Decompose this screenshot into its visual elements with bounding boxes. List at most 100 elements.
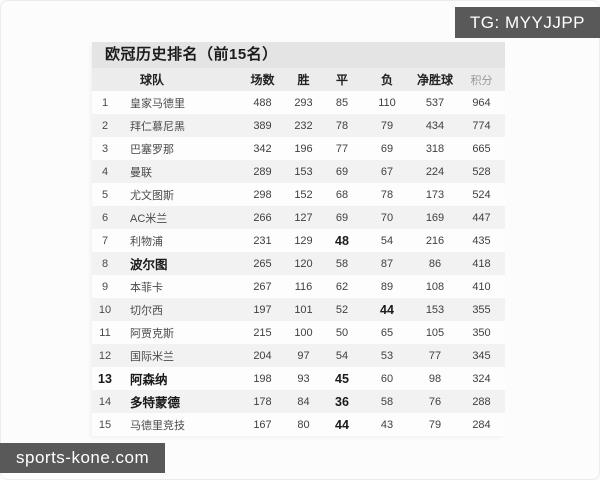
- rank-cell: 3: [101, 142, 109, 155]
- table-row: 2 拜仁慕尼黑 389 232 78 79 434 774: [92, 114, 505, 137]
- gd-cell: 224: [425, 165, 445, 178]
- rank-cell: 14: [98, 395, 112, 408]
- draw-cell: 77: [335, 142, 349, 155]
- pts-cell: 410: [472, 280, 491, 293]
- rank-cell: 12: [98, 349, 112, 362]
- rank-cell: 1: [101, 96, 109, 109]
- played-cell: 178: [253, 395, 272, 408]
- team-cell: 多特蒙德: [130, 396, 181, 410]
- win-cell: 80: [297, 418, 310, 431]
- draw-cell: 52: [335, 303, 349, 316]
- gd-cell: 216: [425, 234, 445, 247]
- win-cell: 120: [294, 257, 313, 270]
- draw-cell: 54: [335, 349, 349, 362]
- table-row: 12 国际米兰 204 97 54 53 77 345: [92, 344, 505, 367]
- pts-cell: 665: [472, 142, 491, 155]
- loss-cell: 70: [380, 211, 394, 224]
- played-cell: 215: [253, 326, 272, 339]
- rank-cell: 5: [101, 188, 109, 201]
- loss-cell: 65: [380, 326, 394, 339]
- pts-cell: 964: [472, 96, 491, 109]
- table-title: 欧冠历史排名（前15名）: [92, 42, 505, 68]
- rank-cell: 11: [99, 326, 111, 339]
- table-row: 15 马德里竞技 167 80 44 43 79 284: [92, 413, 505, 436]
- win-cell: 84: [297, 395, 310, 408]
- pts-cell: 345: [472, 349, 491, 362]
- draw-cell: 48: [335, 233, 349, 248]
- win-cell: 97: [297, 349, 310, 362]
- rank-cell: 13: [98, 371, 112, 386]
- table-row: 13 阿森纳 198 93 45 60 98 324: [92, 367, 505, 390]
- win-cell: 293: [294, 96, 313, 109]
- loss-cell: 53: [380, 349, 394, 362]
- played-cell: 289: [253, 165, 272, 178]
- team-cell: AC米兰: [130, 212, 168, 225]
- header-goal-diff: 净胜球: [416, 73, 453, 87]
- loss-cell: 60: [380, 372, 394, 385]
- pts-cell: 524: [472, 188, 491, 201]
- win-cell: 101: [294, 303, 313, 316]
- draw-cell: 44: [335, 417, 349, 432]
- played-cell: 266: [253, 211, 272, 224]
- gd-cell: 537: [425, 96, 445, 109]
- played-cell: 298: [253, 188, 272, 201]
- draw-cell: 36: [335, 394, 349, 409]
- table-row: 4 曼联 289 153 69 67 224 528: [92, 160, 505, 183]
- team-cell: 切尔西: [130, 304, 163, 317]
- rank-cell: 4: [101, 165, 109, 178]
- header-points: 积分: [470, 74, 493, 87]
- rank-cell: 6: [101, 211, 109, 224]
- table-row: 6 AC米兰 266 127 69 70 169 447: [92, 206, 505, 229]
- draw-cell: 78: [335, 119, 349, 132]
- loss-cell: 78: [380, 188, 394, 201]
- draw-cell: 58: [335, 257, 349, 270]
- loss-cell: 67: [380, 165, 394, 178]
- draw-cell: 69: [335, 165, 349, 178]
- pts-cell: 528: [472, 165, 491, 178]
- rank-cell: 7: [101, 234, 109, 247]
- team-cell: 阿森纳: [130, 373, 168, 387]
- team-cell: 利物浦: [130, 235, 163, 248]
- table-row: 8 波尔图 265 120 58 87 86 418: [92, 252, 505, 275]
- site-watermark-text: sports-kone.com: [16, 448, 150, 467]
- gd-cell: 169: [425, 211, 445, 224]
- loss-cell: 54: [380, 234, 394, 247]
- site-watermark: sports-kone.com: [0, 443, 166, 473]
- gd-cell: 86: [428, 257, 442, 270]
- played-cell: 231: [253, 234, 272, 247]
- table-row: 9 本菲卡 267 116 62 89 108 410: [92, 275, 505, 298]
- loss-cell: 87: [380, 257, 394, 270]
- loss-cell: 89: [380, 280, 394, 293]
- pts-cell: 284: [472, 418, 491, 431]
- pts-cell: 774: [472, 119, 491, 132]
- rank-cell: 2: [101, 119, 109, 132]
- win-cell: 116: [294, 280, 313, 293]
- table-row: 1 皇家马德里 488 293 85 110 537 964: [92, 91, 505, 114]
- header-wins: 胜: [297, 73, 310, 87]
- team-cell: 皇家马德里: [130, 97, 185, 110]
- draw-cell: 69: [335, 211, 349, 224]
- draw-cell: 62: [335, 280, 349, 293]
- table-row: 7 利物浦 231 129 48 54 216 435: [92, 229, 505, 252]
- telegram-watermark-text: TG: MYYJJPP: [469, 12, 585, 32]
- gd-cell: 77: [428, 349, 442, 362]
- table-body: 1 皇家马德里 488 293 85 110 537 964 2 拜仁慕尼黑 389 232 78 79 4…: [92, 91, 505, 436]
- win-cell: 127: [294, 211, 313, 224]
- telegram-watermark: TG: MYYJJPP: [454, 7, 600, 38]
- rank-cell: 10: [98, 303, 112, 316]
- gd-cell: 79: [428, 418, 442, 431]
- header-played: 场数: [250, 73, 275, 87]
- team-cell: 巴塞罗那: [130, 143, 174, 156]
- team-cell: 阿贾克斯: [130, 327, 174, 340]
- pts-cell: 288: [472, 395, 491, 408]
- gd-cell: 173: [425, 188, 445, 201]
- gd-cell: 105: [425, 326, 445, 339]
- played-cell: 197: [253, 303, 272, 316]
- team-cell: 曼联: [130, 166, 152, 179]
- draw-cell: 50: [335, 326, 349, 339]
- played-cell: 204: [253, 349, 272, 362]
- team-cell: 本菲卡: [130, 281, 163, 294]
- loss-cell: 69: [380, 142, 394, 155]
- pts-cell: 418: [472, 257, 491, 270]
- team-cell: 拜仁慕尼黑: [130, 120, 185, 133]
